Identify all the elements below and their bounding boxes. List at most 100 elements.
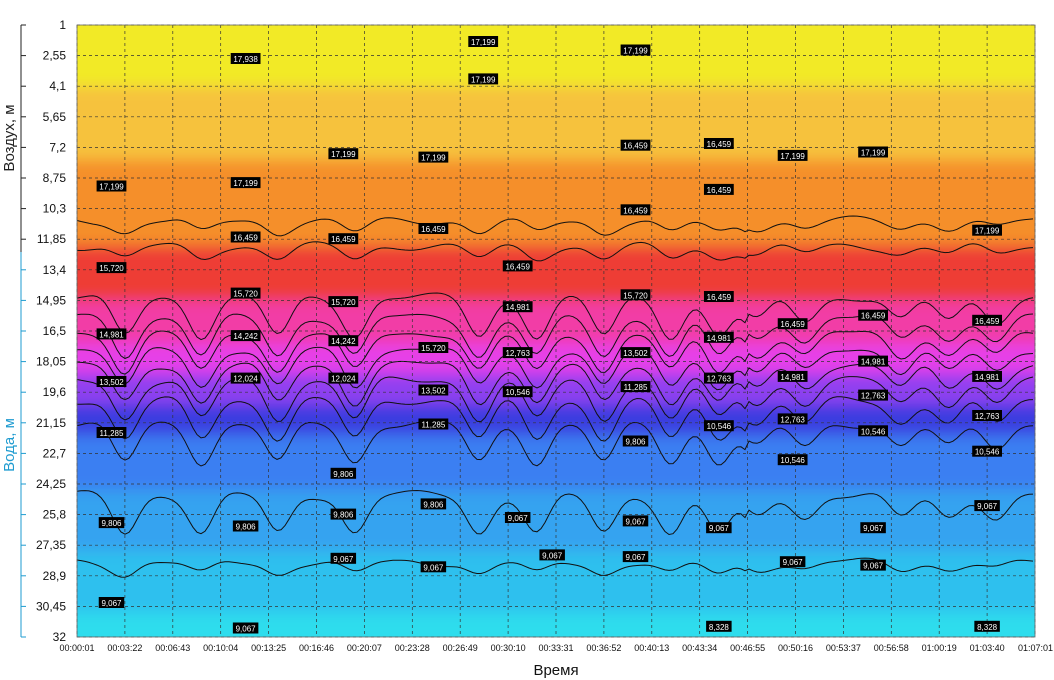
contour-label-text: 17,199 [471,38,496,47]
x-tick-label: 00:56:58 [874,643,909,653]
contour-label: 9,067 [504,512,531,523]
contour-label-text: 9,067 [542,551,563,560]
contour-label-text: 13,502 [623,349,648,358]
contour-label-box [232,520,259,532]
y-tick-label: 16,5 [43,324,67,338]
contour-label-box [703,183,734,195]
contour-label-box [706,620,732,632]
contour-label-box [620,139,651,151]
contour-label-box [230,177,261,189]
contour-label: 16,459 [620,139,651,151]
contour-label: 9,067 [860,559,886,571]
contour-label: 14,981 [96,328,127,340]
contour-label-text: 17,199 [233,179,258,188]
contour-label: 16,459 [620,204,651,216]
contour-label: 16,459 [703,291,734,302]
contour-label-text: 17,199 [421,154,446,163]
contour-label-box [468,36,499,47]
contour-label: 10,546 [858,425,888,437]
isoline [77,396,1034,442]
contour-label: 9,067 [622,551,649,563]
contour-label-text: 9,806 [101,519,122,528]
contour-label-text: 14,981 [505,303,530,312]
contour-label: 14,981 [858,355,888,367]
contour-label: 14,242 [328,335,359,347]
contour-label-box [858,389,888,401]
contour-label-box [777,318,808,330]
isoline [77,346,1034,391]
y-tick-label: 30,45 [36,599,66,613]
contour-label-box [230,330,261,342]
contour-label-text: 10,546 [780,456,805,465]
contour-label-text: 11,285 [100,429,124,438]
contour-label-box [620,204,651,216]
contour-label-box [622,435,649,447]
contour-label-text: 9,067 [101,599,122,608]
contour-label-text: 14,981 [975,373,1000,382]
contour-label-text: 10,546 [975,448,1000,457]
contour-label-box [972,410,1002,421]
contour-label-box [330,467,357,479]
contour-label-text: 17,199 [780,152,805,161]
contour-label: 10,546 [777,454,808,466]
contour-label-text: 11,285 [624,383,648,392]
contour-label: 15,720 [418,342,449,353]
y-tick-label: 1 [59,18,66,32]
x-tick-label: 00:16:46 [299,643,334,653]
contour-label-text: 9,067 [236,625,257,634]
contour-label-box [96,376,127,387]
contour-label-box [230,372,261,384]
contour-label-text: 10,546 [505,388,530,397]
contour-label-text: 17,199 [471,75,496,84]
contour-label: 16,459 [858,309,888,321]
contour-label-text: 14,242 [331,337,356,346]
contour-label-box [96,180,127,192]
contour-label: 8,328 [706,620,732,632]
contour-label-box [418,342,449,353]
contour-label-box [502,301,533,313]
contour-label: 17,199 [468,73,499,85]
y-axis-water-title: Вода, м [1,418,18,472]
contour-label-text: 16,459 [707,293,732,302]
contour-label: 8,328 [974,620,1000,632]
contour-label-text: 10,546 [707,422,732,431]
contour-label: 9,067 [98,597,125,608]
contour-label-text: 14,981 [861,358,886,367]
x-tick-label: 00:03:22 [107,643,142,653]
contour-label-box [502,347,533,359]
contour-label: 16,459 [972,314,1002,326]
contour-label-box [777,413,808,425]
contour-label: 14,981 [777,370,808,382]
contour-label-box [703,138,734,149]
x-tick-label: 00:00:01 [59,643,94,653]
contour-label: 11,285 [96,427,127,438]
y-tick-label: 4,1 [49,79,66,93]
contour-label-text: 13,502 [99,378,124,387]
contour-label-text: 9,067 [333,555,354,564]
contour-label-text: 17,938 [233,55,258,64]
x-tick-label: 00:13:25 [251,643,286,653]
contour-label-text: 9,067 [977,502,998,511]
x-tick-label: 00:53:37 [826,643,861,653]
y-tick-label: 22,7 [43,446,67,460]
contour-label: 13,502 [418,384,449,396]
contour-label: 10,546 [703,420,734,432]
contour-label: 17,199 [858,146,888,158]
contour-label: 11,285 [620,381,651,393]
y-tick-label: 2,55 [43,49,67,63]
contour-label: 15,720 [328,296,359,308]
contour-label-text: 15,720 [233,290,258,299]
contour-label-text: 9,806 [423,500,444,509]
contour-label-box [622,515,649,527]
contour-label: 9,806 [420,498,447,510]
contour-label-text: 12,024 [331,375,356,384]
contour-labels: 17,938 17,199 17,199 17,199 17,199 17,199 17,1… [96,36,1002,634]
y-tick-label: 32 [53,630,67,644]
contour-label-box [502,386,533,398]
x-tick-label: 01:03:40 [970,643,1005,653]
contour-label-text: 12,763 [780,415,805,424]
isoline [77,241,1034,262]
y-tick-label: 19,6 [43,385,67,399]
contour-label-text: 12,763 [975,412,1000,421]
